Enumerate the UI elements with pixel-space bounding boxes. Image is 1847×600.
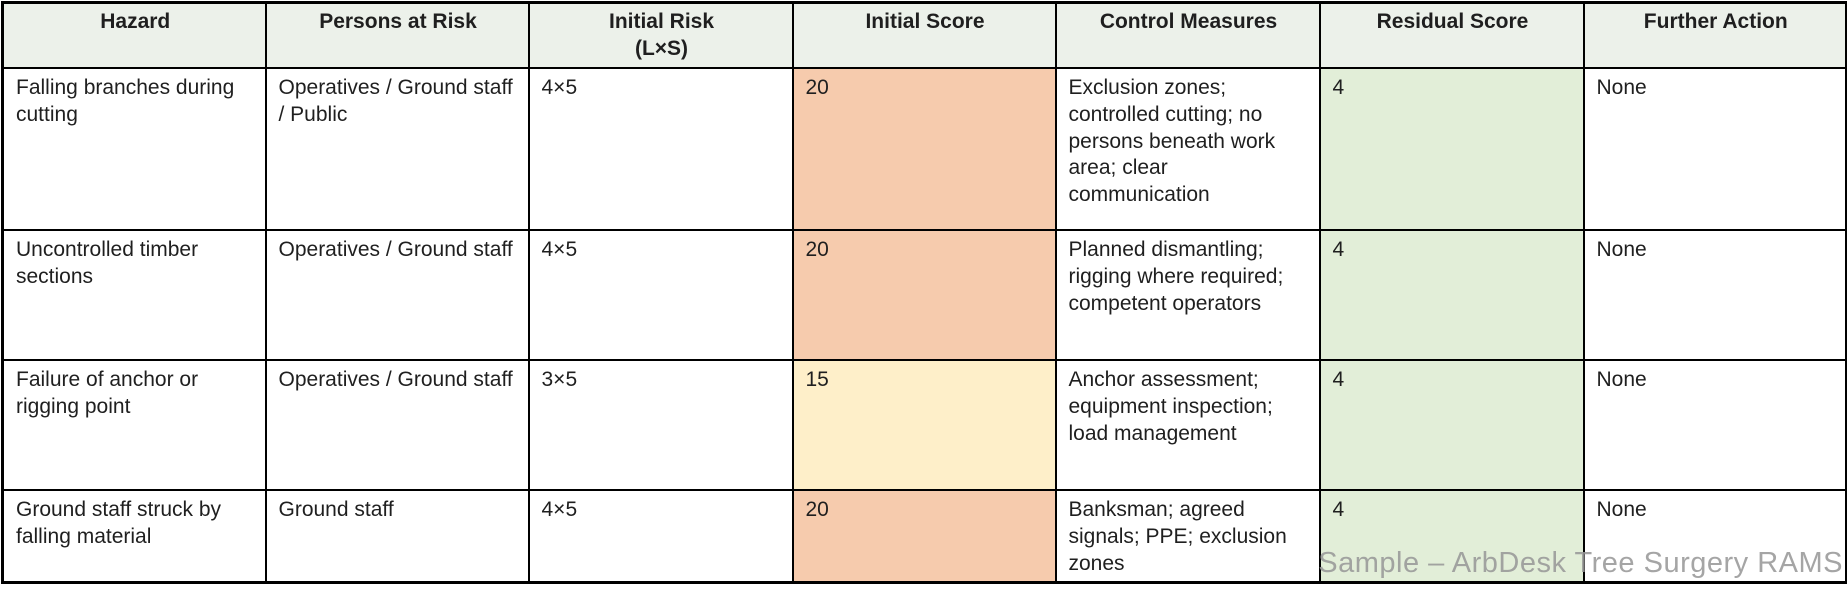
table-row: Falling branches during cutting Operativ… [1, 66, 1847, 231]
control-measures-cell: Exclusion zones; controlled cutting; no … [1054, 66, 1321, 231]
further-action-cell: None [1582, 228, 1847, 361]
column-header-persons-at-risk: Persons at Risk [264, 1, 530, 69]
control-measures-cell: Anchor assessment; equipment inspection;… [1054, 358, 1321, 491]
column-header-initial-risk: Initial Risk (L×S) [527, 1, 794, 69]
column-header-residual-score: Residual Score [1318, 1, 1585, 69]
column-header-initial-risk-label: Initial Risk [608, 10, 715, 33]
initial-score-cell: 15 [791, 358, 1057, 491]
further-action-cell: None [1582, 66, 1847, 231]
persons-at-risk-cell: Operatives / Ground staff [264, 358, 530, 491]
column-header-initial-risk-sub: (L×S) [634, 36, 689, 60]
table-row: Failure of anchor or rigging point Opera… [1, 358, 1847, 491]
residual-score-cell: 4 [1318, 66, 1585, 231]
initial-score-cell: 20 [791, 66, 1057, 231]
column-header-initial-score: Initial Score [791, 1, 1057, 69]
hazard-cell: Failure of anchor or rigging point [1, 358, 267, 491]
control-measures-cell: Banksman; agreed signals; PPE; exclusion… [1054, 488, 1321, 584]
persons-at-risk-cell: Operatives / Ground staff / Public [264, 66, 530, 231]
further-action-cell: None [1582, 358, 1847, 491]
initial-score-cell: 20 [791, 228, 1057, 361]
initial-score-cell: 20 [791, 488, 1057, 584]
column-header-further-action: Further Action [1582, 1, 1847, 69]
initial-risk-cell: 4×5 [527, 488, 794, 584]
column-header-hazard: Hazard [1, 1, 267, 69]
persons-at-risk-cell: Ground staff [264, 488, 530, 584]
hazard-cell: Falling branches during cutting [1, 66, 267, 231]
residual-score-cell: 4 [1318, 488, 1585, 584]
risk-assessment-table: Hazard Persons at Risk Initial Risk (L×S… [1, 1, 1847, 585]
column-header-control-measures: Control Measures [1054, 1, 1321, 69]
table-row: Uncontrolled timber sections Operatives … [1, 228, 1847, 361]
initial-risk-cell: 4×5 [527, 228, 794, 361]
persons-at-risk-cell: Operatives / Ground staff [264, 228, 530, 361]
residual-score-cell: 4 [1318, 358, 1585, 491]
table-header-row: Hazard Persons at Risk Initial Risk (L×S… [1, 1, 1847, 69]
hazard-cell: Uncontrolled timber sections [1, 228, 267, 361]
sample-watermark: Sample – ArbDesk Tree Surgery RAMS [1318, 547, 1843, 579]
residual-score-cell: 4 [1318, 228, 1585, 361]
control-measures-cell: Planned dismantling; rigging where requi… [1054, 228, 1321, 361]
initial-risk-cell: 3×5 [527, 358, 794, 491]
initial-risk-cell: 4×5 [527, 66, 794, 231]
table-row: Ground staff struck by falling material … [1, 488, 1847, 584]
further-action-cell: None [1582, 488, 1847, 584]
hazard-cell: Ground staff struck by falling material [1, 488, 267, 584]
